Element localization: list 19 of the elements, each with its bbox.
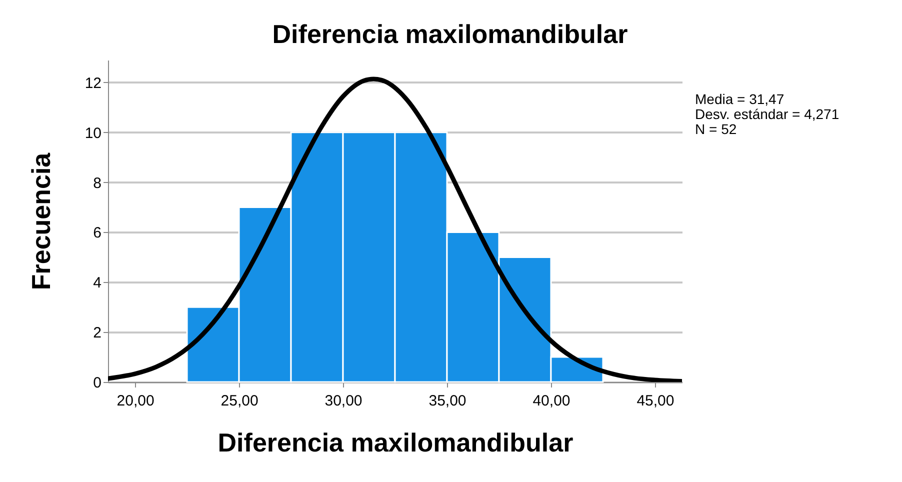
x-tick-label: 30,00	[324, 392, 362, 410]
y-tick-label: 10	[84, 124, 102, 142]
y-tick-label: 8	[93, 174, 102, 192]
x-tick-label: 40,00	[532, 392, 570, 410]
x-axis-title: Diferencia maxilomandibular	[218, 428, 574, 458]
y-tick-label: 4	[93, 274, 102, 292]
chart-title: Diferencia maxilomandibular	[272, 19, 628, 49]
text: Media = 31,47	[695, 91, 784, 107]
y-tick-label: 2	[93, 324, 102, 342]
y-tick-label: 0	[93, 374, 102, 392]
x-tick-label: 45,00	[636, 392, 674, 410]
text: N = 52	[695, 121, 737, 137]
x-tick-label: 20,00	[116, 392, 154, 410]
x-tick-label: 35,00	[428, 392, 466, 410]
x-tick-label: 25,00	[220, 392, 258, 410]
y-axis-title: Frecuencia	[26, 152, 56, 290]
text: Desv. estándar = 4,271	[695, 106, 840, 122]
y-tick-label: 6	[93, 224, 102, 242]
y-tick-label: 12	[84, 74, 102, 92]
